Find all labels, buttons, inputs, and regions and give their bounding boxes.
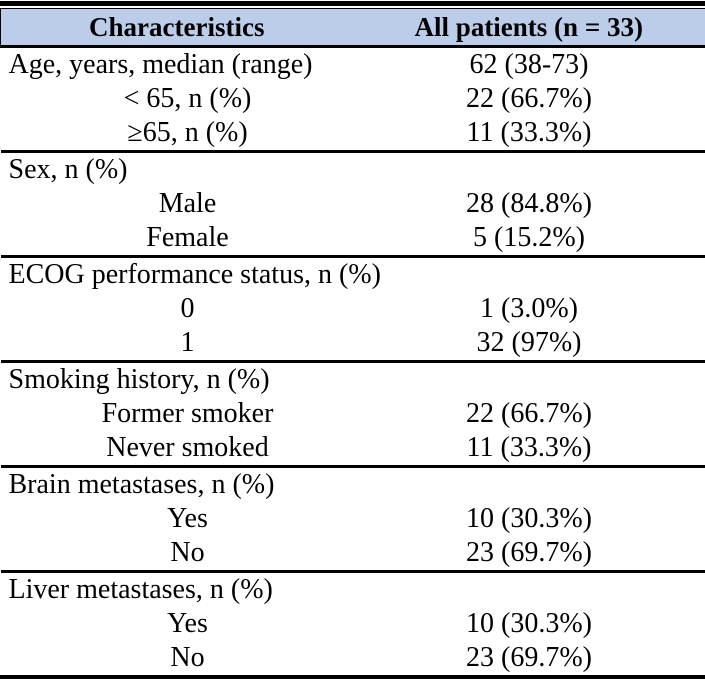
row-label-subitem: 0 — [180, 293, 195, 324]
table-row: Yes 10 (30.3%) — [1, 502, 705, 536]
row-label-category: Sex, n (%) — [0, 150, 353, 187]
table-top-rule — [0, 1, 705, 6]
row-value: 22 (66.7%) — [466, 83, 592, 114]
table-row: ECOG performance status, n (%) — [0, 255, 705, 292]
row-label-subitem: Never smoked — [106, 432, 269, 463]
row-value: 5 (15.2%) — [473, 222, 585, 253]
table-row: 0 1 (3.0%) — [1, 292, 705, 326]
table-row: Former smoker 22 (66.7%) — [1, 397, 705, 431]
characteristics-table: Characteristics All patients (n = 33) Ag… — [0, 8, 705, 675]
row-value: 10 (30.3%) — [466, 503, 592, 534]
row-label-subitem: < 65, n (%) — [123, 83, 252, 114]
table-row: No 23 (69.7%) — [1, 641, 705, 675]
row-value: 62 (38-73) — [469, 49, 589, 80]
table-row: Female 5 (15.2%) — [1, 221, 705, 257]
table-row: Age, years, median (range) 62 (38-73) — [1, 47, 705, 83]
table-row: 1 32 (97%) — [1, 326, 705, 362]
row-label-subitem: ≥65, n (%) — [127, 117, 248, 148]
table-body: Age, years, median (range) 62 (38-73) < 65… — [0, 47, 705, 676]
table-row: < 65, n (%) 22 (66.7%) — [1, 82, 705, 116]
row-label-category: Age, years, median (range) — [8, 49, 313, 80]
row-value: 22 (66.7%) — [466, 398, 592, 429]
row-label-subitem: Yes — [167, 503, 208, 534]
row-value: 32 (97%) — [476, 327, 582, 358]
row-label-subitem: No — [170, 642, 205, 673]
row-value: 10 (30.3%) — [466, 608, 592, 639]
row-label-category: Smoking history, n (%) — [0, 360, 353, 397]
row-label-subitem: Female — [146, 222, 229, 253]
column-header-all-patients: All patients (n = 33) — [352, 8, 705, 48]
row-value — [352, 465, 705, 502]
table-row: ≥65, n (%) 11 (33.3%) — [1, 116, 705, 152]
row-label-subitem: 1 — [180, 327, 195, 358]
table-row: Yes 10 (30.3%) — [1, 607, 705, 641]
row-value: 1 (3.0%) — [480, 293, 578, 324]
row-value: 11 (33.3%) — [466, 117, 592, 148]
row-value — [352, 570, 705, 607]
row-value — [352, 360, 705, 397]
row-label-subitem: Yes — [167, 608, 208, 639]
row-label-category: ECOG performance status, n (%) — [0, 255, 381, 292]
row-value: 23 (69.7%) — [466, 642, 592, 673]
row-value: 11 (33.3%) — [466, 432, 592, 463]
row-value — [352, 255, 705, 292]
row-label-subitem: Male — [158, 188, 217, 219]
table-row: No 23 (69.7%) — [1, 536, 705, 572]
table-row: Brain metastases, n (%) — [0, 465, 705, 502]
table-row: Smoking history, n (%) — [0, 360, 705, 397]
row-label-category: Brain metastases, n (%) — [0, 465, 353, 502]
table-row: Male 28 (84.8%) — [1, 187, 705, 221]
row-value — [352, 150, 705, 187]
table-bottom-rule — [0, 675, 705, 679]
row-value: 23 (69.7%) — [466, 537, 592, 568]
table-row: Liver metastases, n (%) — [0, 570, 705, 607]
column-header-characteristics: Characteristics — [0, 8, 353, 48]
row-label-subitem: No — [170, 537, 205, 568]
characteristics-table-page: Characteristics All patients (n = 33) Ag… — [0, 1, 705, 679]
table-row: Sex, n (%) — [0, 150, 705, 187]
row-label-subitem: Former smoker — [101, 398, 274, 429]
table-row: Never smoked 11 (33.3%) — [1, 431, 705, 467]
table-header-row: Characteristics All patients (n = 33) — [0, 8, 705, 48]
row-label-category: Liver metastases, n (%) — [0, 570, 353, 607]
row-value: 28 (84.8%) — [466, 188, 592, 219]
